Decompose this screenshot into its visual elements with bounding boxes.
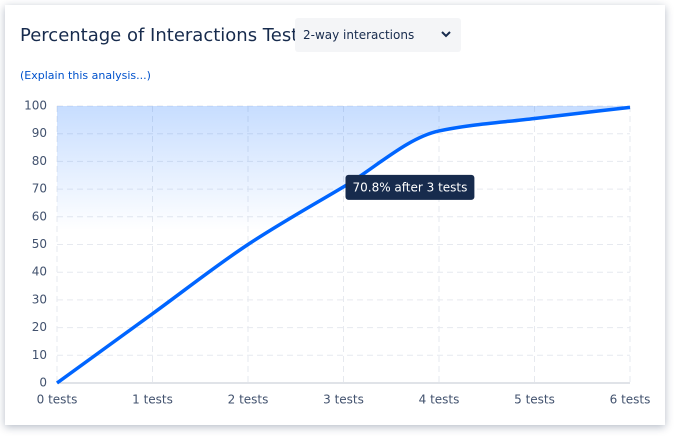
- x-tick-label: 6 tests: [610, 393, 651, 407]
- tooltip: 70.8% after 3 tests: [345, 174, 475, 200]
- x-tick-label: 0 tests: [37, 393, 78, 407]
- select[interactable]: 2-way interactions: [295, 18, 461, 52]
- y-tick-label: 40: [32, 265, 47, 279]
- tooltip-text: 70.8% after 3 tests: [353, 180, 468, 194]
- x-tick-label: 2 tests: [228, 393, 269, 407]
- y-tick-label: 20: [32, 320, 47, 334]
- select-value: 2-way interactions: [303, 28, 415, 42]
- y-tick-label: 30: [32, 292, 47, 306]
- y-tick-label: 50: [32, 237, 47, 251]
- y-tick-label: 10: [32, 348, 47, 362]
- x-tick-label: 3 tests: [323, 393, 364, 407]
- x-tick-label: 5 tests: [514, 393, 555, 407]
- y-tick-label: 60: [32, 209, 47, 223]
- y-tick-label: 100: [24, 99, 47, 113]
- tooltip-box: [345, 174, 475, 200]
- y-tick-label: 90: [32, 126, 47, 140]
- y-tick-label: 70: [32, 182, 47, 196]
- x-tick-label: 4 tests: [419, 393, 460, 407]
- chevron: [441, 31, 451, 38]
- y-tick-label: 80: [32, 154, 47, 168]
- line: [55, 105, 631, 385]
- explain-link[interactable]: (Explain this analysis...): [20, 69, 151, 82]
- x-tick-label: 1 tests: [132, 393, 173, 407]
- page-title: Percentage of Interactions Tested: [20, 25, 321, 46]
- y-tick-label: 0: [39, 376, 47, 390]
- area: [57, 106, 630, 383]
